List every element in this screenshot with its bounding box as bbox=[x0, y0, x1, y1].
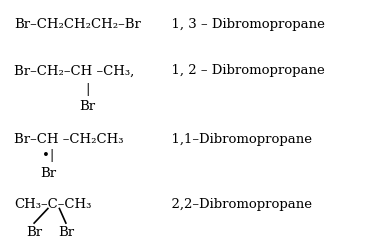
Text: Br: Br bbox=[40, 167, 56, 180]
Text: Br–CH –CH₂CH₃: Br–CH –CH₂CH₃ bbox=[14, 133, 124, 146]
Text: Br: Br bbox=[26, 226, 42, 239]
Text: CH₃–C–CH₃: CH₃–C–CH₃ bbox=[14, 198, 92, 211]
Text: Br–CH₂CH₂CH₂–Br: Br–CH₂CH₂CH₂–Br bbox=[14, 18, 141, 31]
Text: Br–CH₂–CH –CH₃,: Br–CH₂–CH –CH₃, bbox=[14, 64, 135, 77]
Text: Br: Br bbox=[58, 226, 74, 239]
Text: 1, 3 – Dibromopropane: 1, 3 – Dibromopropane bbox=[163, 18, 325, 31]
Text: |: | bbox=[85, 83, 90, 96]
Text: 1, 2 – Dibromopropane: 1, 2 – Dibromopropane bbox=[163, 64, 325, 77]
Text: 1,1–Dibromopropane: 1,1–Dibromopropane bbox=[163, 133, 312, 146]
Text: •|: •| bbox=[42, 149, 54, 162]
Text: Br: Br bbox=[80, 100, 96, 113]
Text: 2,2–Dibromopropane: 2,2–Dibromopropane bbox=[163, 198, 312, 211]
